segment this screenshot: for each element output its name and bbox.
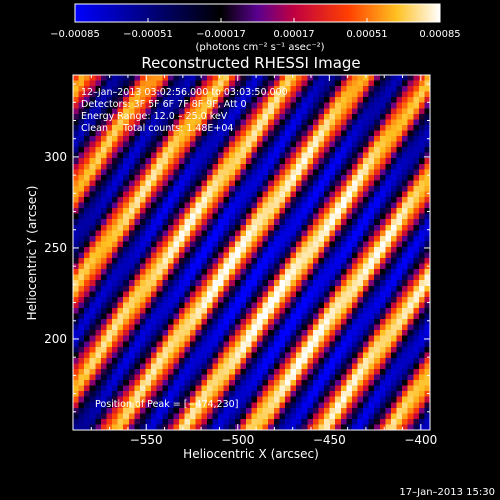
x-axis-tick-labels: −550 −500 −450 −400 <box>130 433 438 447</box>
y-tick-label: 300 <box>44 150 67 164</box>
x-axis-ticks <box>90 75 422 430</box>
chart-title: Reconstructed RHESSI Image <box>141 54 360 72</box>
colorbar-unit-label: (photons cm⁻² s⁻¹ asec⁻²) <box>195 42 324 53</box>
colorbar-tick-label: −0.00085 <box>50 29 100 40</box>
footer-timestamp: 17–Jan–2013 15:30 <box>399 487 495 498</box>
x-axis-label: Heliocentric X (arcsec) <box>183 447 319 461</box>
x-tick-label: −450 <box>313 433 346 447</box>
y-axis-tick-labels: 200 250 300 <box>44 150 67 346</box>
x-tick-label: −400 <box>404 433 437 447</box>
y-axis-ticks <box>73 83 430 413</box>
annotation-time-range: 12–Jan–2013 03:02:56.000 to 03:03:50.000 <box>81 87 288 98</box>
y-tick-label: 200 <box>44 332 67 346</box>
colorbar-ticks <box>74 18 441 22</box>
heatmap-image <box>73 75 430 430</box>
annotation-detectors: Detectors: 3F 5F 6F 7F 8F 9F, Att 0 <box>81 99 247 110</box>
colorbar-tick-label: −0.00051 <box>123 29 173 40</box>
plot-frame <box>72 74 431 431</box>
heatmap-raster <box>73 75 430 430</box>
annotation-energy-range: Energy Range: 12.0 – 25.0 keV <box>81 111 228 122</box>
annotation-method: Clean Total counts: 1.48E+04 <box>81 123 233 134</box>
colorbar-tick-label: 0.00017 <box>273 29 314 40</box>
x-tick-label: −500 <box>221 433 254 447</box>
colorbar-tick-labels: −0.00085 −0.00051 −0.00017 0.00017 0.00051 0.… <box>50 29 461 40</box>
x-tick-label: −550 <box>130 433 163 447</box>
colorbar <box>74 3 441 23</box>
y-axis-label: Heliocentric Y (arcsec) <box>25 186 39 321</box>
colorbar-tick-label: 0.00051 <box>346 29 387 40</box>
colorbar-tick-label: −0.00017 <box>196 29 246 40</box>
annotation-peak-position: Position of Peak = [−474,230] <box>95 399 238 410</box>
colorbar-tick-label: 0.00085 <box>419 29 460 40</box>
y-tick-label: 250 <box>44 241 67 255</box>
